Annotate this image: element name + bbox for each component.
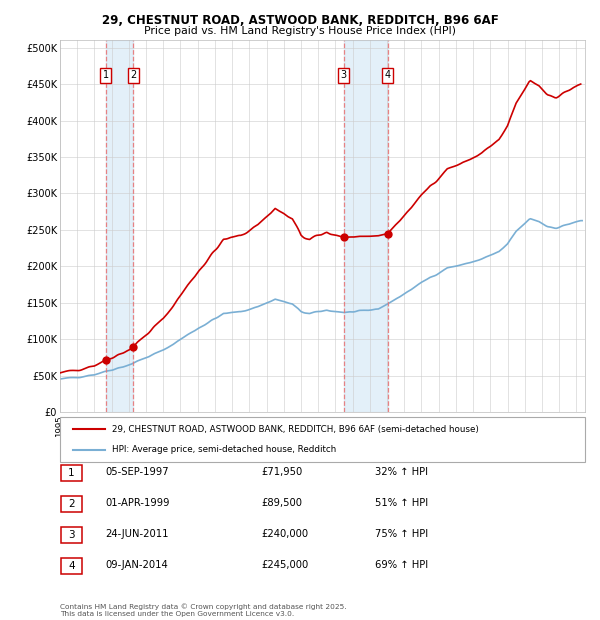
29, CHESTNUT ROAD, ASTWOOD BANK, REDDITCH, B96 6AF (semi-detached house)	[59, 368, 67, 376]
HPI: Average price, semi-detached house, Redditch: (2.01e+03, 1.51e+05): Average price, semi-detached house, Redd…	[265, 299, 272, 306]
Text: 3: 3	[341, 70, 347, 81]
29, CHESTNUT ROAD, ASTWOOD BANK, REDDITCH, B96 6AF (semi-detached house)	[64, 367, 71, 374]
Text: 29, CHESTNUT ROAD, ASTWOOD BANK, REDDITCH, B96 6AF: 29, CHESTNUT ROAD, ASTWOOD BANK, REDDITC…	[101, 14, 499, 27]
29, CHESTNUT ROAD, ASTWOOD BANK, REDDITCH, B96 6AF (semi-detached house)	[56, 369, 64, 376]
Text: 01-APR-1999: 01-APR-1999	[105, 498, 170, 508]
Text: 51% ↑ HPI: 51% ↑ HPI	[375, 498, 428, 508]
29, CHESTNUT ROAD, ASTWOOD BANK, REDDITCH, B96 6AF (semi-detached house)	[188, 276, 196, 283]
Bar	[106, 40, 133, 412]
FancyBboxPatch shape	[61, 496, 82, 512]
Text: £240,000: £240,000	[261, 529, 308, 539]
Text: £71,950: £71,950	[261, 467, 302, 477]
Text: 2: 2	[130, 70, 136, 81]
Text: 2: 2	[68, 499, 75, 509]
FancyBboxPatch shape	[61, 465, 82, 481]
Text: 09-JAN-2014: 09-JAN-2014	[105, 560, 168, 570]
Bar	[344, 40, 388, 412]
Text: 69% ↑ HPI: 69% ↑ HPI	[375, 560, 428, 570]
Text: Price paid vs. HM Land Registry's House Price Index (HPI): Price paid vs. HM Land Registry's House …	[144, 26, 456, 36]
Text: 32% ↑ HPI: 32% ↑ HPI	[375, 467, 428, 477]
29, CHESTNUT ROAD, ASTWOOD BANK, REDDITCH, B96 6AF (semi-detached house)	[527, 77, 534, 84]
Line: 29, CHESTNUT ROAD, ASTWOOD BANK, REDDITCH, B96 6AF (semi-detached house): 29, CHESTNUT ROAD, ASTWOOD BANK, REDDITC…	[60, 81, 581, 373]
HPI: Average price, semi-detached house, Redditch: (2.02e+03, 2.65e+05): Average price, semi-detached house, Redd…	[527, 215, 534, 223]
Line: HPI: Average price, semi-detached house, Redditch: HPI: Average price, semi-detached house,…	[60, 219, 582, 379]
Text: £89,500: £89,500	[261, 498, 302, 508]
Text: Contains HM Land Registry data © Crown copyright and database right 2025.
This d: Contains HM Land Registry data © Crown c…	[60, 603, 347, 617]
FancyBboxPatch shape	[61, 527, 82, 543]
Text: 3: 3	[68, 530, 75, 540]
Text: 4: 4	[385, 70, 391, 81]
Text: 05-SEP-1997: 05-SEP-1997	[105, 467, 169, 477]
HPI: Average price, semi-detached house, Redditch: (2.02e+03, 2.54e+05): Average price, semi-detached house, Redd…	[556, 224, 563, 231]
HPI: Average price, semi-detached house, Redditch: (2.01e+03, 1.52e+05): Average price, semi-detached house, Redd…	[267, 298, 274, 305]
29, CHESTNUT ROAD, ASTWOOD BANK, REDDITCH, B96 6AF (semi-detached house)	[125, 347, 133, 354]
HPI: Average price, semi-detached house, Redditch: (2e+03, 4.56e+04): Average price, semi-detached house, Redd…	[56, 375, 64, 383]
Text: 24-JUN-2011: 24-JUN-2011	[105, 529, 169, 539]
HPI: Average price, semi-detached house, Redditch: (2e+03, 1.19e+05): Average price, semi-detached house, Redd…	[200, 322, 207, 329]
Text: £245,000: £245,000	[261, 560, 308, 570]
29, CHESTNUT ROAD, ASTWOOD BANK, REDDITCH, B96 6AF (semi-detached house)	[76, 366, 83, 374]
Text: 75% ↑ HPI: 75% ↑ HPI	[375, 529, 428, 539]
Text: 4: 4	[68, 561, 75, 571]
Text: 1: 1	[68, 468, 75, 478]
Text: HPI: Average price, semi-detached house, Redditch: HPI: Average price, semi-detached house,…	[113, 445, 337, 454]
FancyBboxPatch shape	[60, 417, 585, 462]
FancyBboxPatch shape	[61, 558, 82, 574]
29, CHESTNUT ROAD, ASTWOOD BANK, REDDITCH, B96 6AF (semi-detached house)	[577, 81, 584, 88]
Text: 29, CHESTNUT ROAD, ASTWOOD BANK, REDDITCH, B96 6AF (semi-detached house): 29, CHESTNUT ROAD, ASTWOOD BANK, REDDITC…	[113, 425, 479, 434]
29, CHESTNUT ROAD, ASTWOOD BANK, REDDITCH, B96 6AF (semi-detached house)	[422, 187, 430, 194]
HPI: Average price, semi-detached house, Redditch: (2.03e+03, 2.63e+05): Average price, semi-detached house, Redd…	[578, 217, 586, 224]
Text: 1: 1	[103, 70, 109, 81]
HPI: Average price, semi-detached house, Redditch: (2e+03, 9.08e+04): Average price, semi-detached house, Redd…	[167, 342, 174, 350]
HPI: Average price, semi-detached house, Redditch: (2.02e+03, 2.31e+05): Average price, semi-detached house, Redd…	[504, 240, 511, 247]
